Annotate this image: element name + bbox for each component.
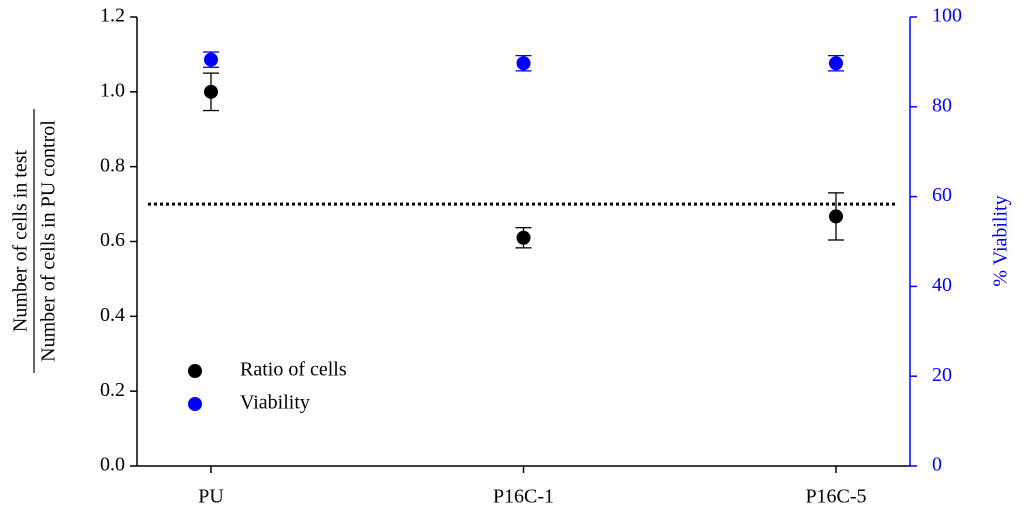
y2-axis-label: % Viability [990,195,1012,286]
y-tick-label: 1.2 [100,5,125,27]
y-tick-label: 0.8 [100,154,125,176]
y2-tick-label: 60 [932,184,952,206]
legend-label: Viability [240,392,310,414]
y-tick-label: 0.6 [100,229,125,251]
y-label-numerator: Number of cells in test [10,149,32,332]
y2-tick-label: 40 [932,274,952,296]
legend-marker [188,364,202,378]
point [204,84,218,99]
legend-label: Ratio of cells [240,359,347,381]
y2-tick-label: 0 [932,454,942,476]
point [204,52,218,67]
y2-tick-label: 80 [932,94,952,116]
x-tick-label: P16C-5 [805,486,866,508]
x-tick-label: PU [198,486,224,508]
y2-tick-label: 20 [932,364,952,386]
point [516,230,531,245]
y-tick-label: 1.0 [100,79,125,101]
y2-tick-label: 100 [932,5,962,27]
y-tick-label: 0.2 [100,379,125,401]
point [516,56,531,71]
y-axis-label: Number of cells in test Number of cells … [10,109,60,373]
legend-marker [188,397,202,411]
y-label-denominator: Number of cells in PU control [38,120,60,362]
point [829,56,843,71]
y-tick-label: 0.4 [100,304,125,326]
y-tick-label: 0.0 [100,454,125,476]
x-tick-label: P16C-1 [493,486,554,508]
point [829,209,843,224]
